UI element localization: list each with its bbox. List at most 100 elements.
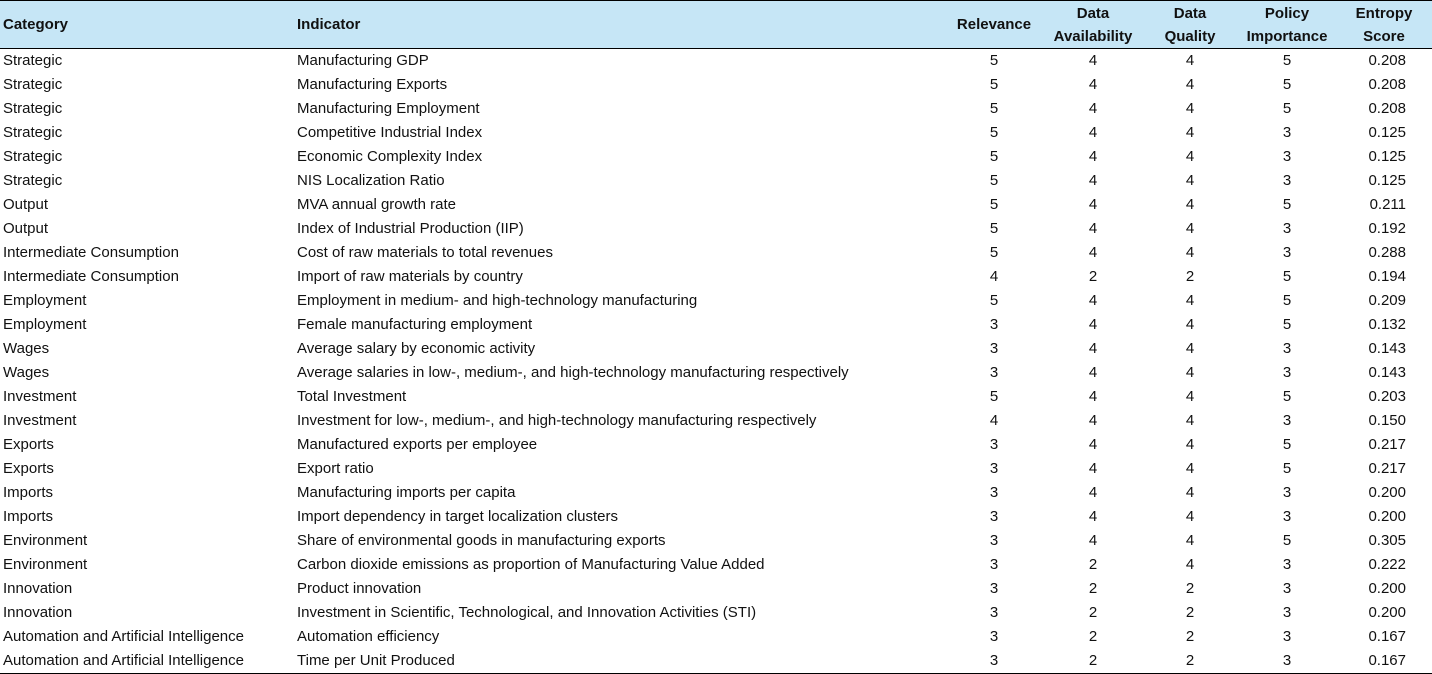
indicator-cell: Economic Complexity Index [297,148,483,165]
header-relevance: Relevance [944,0,1044,49]
category-cell: Environment [3,532,88,549]
data-quality-cell: 4 [1185,460,1195,477]
indicator-cell: Carbon dioxide emissions as proportion o… [297,556,765,573]
data-quality-cell: 4 [1185,436,1195,453]
indicator-cell: Employment in medium- and high-technolog… [297,292,698,309]
category-cell: Intermediate Consumption [3,268,179,285]
category-cell: Strategic [3,172,63,189]
entropy-score-cell: 0.200 [1368,604,1406,621]
relevance-cell: 3 [989,532,999,549]
table-row: Innovation Investment in Scientific, Tech… [0,601,1432,625]
category-cell: Imports [3,508,54,525]
data-availability-cell: 4 [1088,364,1098,381]
category-cell: Exports [3,460,54,477]
data-quality-cell: 2 [1185,604,1195,621]
entropy-score-cell: 0.143 [1368,340,1406,357]
entropy-score-cell: 0.208 [1368,100,1406,117]
policy-importance-cell: 5 [1282,196,1292,213]
data-availability-cell: 4 [1088,316,1098,333]
category-cell: Strategic [3,100,63,117]
relevance-cell: 3 [989,556,999,573]
table-row: Innovation Product innovation 3 2 2 3 0.200 [0,577,1432,601]
data-availability-cell: 4 [1088,196,1098,213]
relevance-cell: 5 [989,244,999,261]
header-text: Score [1363,27,1405,45]
indicator-cell: Import dependency in target localization… [297,508,619,525]
data-quality-cell: 4 [1185,244,1195,261]
data-availability-cell: 4 [1088,508,1098,525]
data-quality-cell: 4 [1185,100,1195,117]
data-quality-cell: 2 [1142,649,1238,674]
data-availability-cell: 2 [1088,580,1098,597]
data-quality-cell: 4 [1185,76,1195,93]
entropy-score-cell: 0.208 [1368,76,1406,93]
policy-importance-cell: 5 [1282,532,1292,549]
relevance-cell: 3 [989,580,999,597]
data-availability-cell: 4 [1088,100,1098,117]
indicator-cell: NIS Localization Ratio [297,172,445,189]
category-cell: Strategic [3,124,63,141]
relevance-cell: 3 [989,508,999,525]
relevance-cell: 5 [989,76,999,93]
relevance-cell: 5 [989,148,999,165]
data-quality-cell: 2 [1185,628,1195,645]
table-row: Output Index of Industrial Production (II… [0,217,1432,241]
category-cell: Employment [3,316,87,333]
relevance-cell: 5 [989,124,999,141]
table-row: Strategic Competitive Industrial Index 5 4 4… [0,121,1432,145]
table-row: Exports Manufactured exports per employee… [0,433,1432,457]
indicator-cell: Index of Industrial Production (IIP) [297,220,524,237]
policy-importance-cell: 3 [1282,244,1292,261]
policy-importance-cell: 3 [1282,556,1292,573]
table-row: Strategic NIS Localization Ratio 5 4 4 3 0.125 [0,169,1432,193]
entropy-score-cell: 0.200 [1368,484,1406,501]
relevance-cell: 3 [989,364,999,381]
indicator-cell: Total Investment [297,388,407,405]
entropy-score-cell: 0.125 [1368,148,1406,165]
indicator-cell: Export ratio [297,460,374,477]
entropy-score-cell: 0.217 [1368,460,1406,477]
data-availability-cell: 4 [1088,244,1098,261]
table-row: Wages Average salary by economic activity… [0,337,1432,361]
relevance-cell: 5 [989,196,999,213]
policy-importance-cell: 5 [1282,76,1292,93]
category-cell: Wages [3,340,50,357]
policy-importance-cell: 5 [1282,292,1292,309]
category-cell: Employment [3,292,87,309]
policy-importance-cell: 3 [1282,124,1292,141]
category-cell: Investment [3,388,77,405]
header-category: Category [0,0,294,49]
table-row: Employment Employment in medium- and high… [0,289,1432,313]
entropy-score-cell: 0.217 [1368,436,1406,453]
data-quality-cell: 4 [1185,316,1195,333]
category-cell: Strategic [3,148,63,165]
data-quality-cell: 4 [1185,364,1195,381]
header-text: Data [1173,4,1207,22]
policy-importance-cell: 3 [1282,148,1292,165]
entropy-score-cell: 0.194 [1368,268,1406,285]
category-cell: Automation and Artificial Intelligence [3,628,244,645]
table-row: Wages Average salaries in low-, medium-, … [0,361,1432,385]
header-data-quality: Data Quality [1142,0,1238,49]
data-availability-cell: 4 [1088,220,1098,237]
policy-importance-cell: 3 [1282,580,1292,597]
header-text: Importance [1246,27,1328,45]
category-cell: Environment [3,556,88,573]
table-row: Strategic Manufacturing GDP 5 4 4 5 0.208 [0,49,1432,74]
data-availability-cell: 2 [1044,649,1142,674]
entropy-score-cell: 0.125 [1368,172,1406,189]
relevance-cell: 3 [989,316,999,333]
indicator-cell: Manufacturing imports per capita [297,484,516,501]
relevance-cell: 4 [989,268,999,285]
entropy-score-cell: 0.208 [1368,52,1406,69]
policy-importance-cell: 5 [1282,436,1292,453]
data-availability-cell: 2 [1088,556,1098,573]
table-row: Strategic Economic Complexity Index 5 4 4 3 0.… [0,145,1432,169]
data-availability-cell: 4 [1088,52,1098,69]
entropy-score-cell: 0.203 [1368,388,1406,405]
entropy-score-cell: 0.209 [1368,292,1406,309]
header-text: Availability [1053,27,1133,45]
policy-importance-cell: 5 [1282,268,1292,285]
entropy-score-cell: 0.167 [1368,628,1406,645]
